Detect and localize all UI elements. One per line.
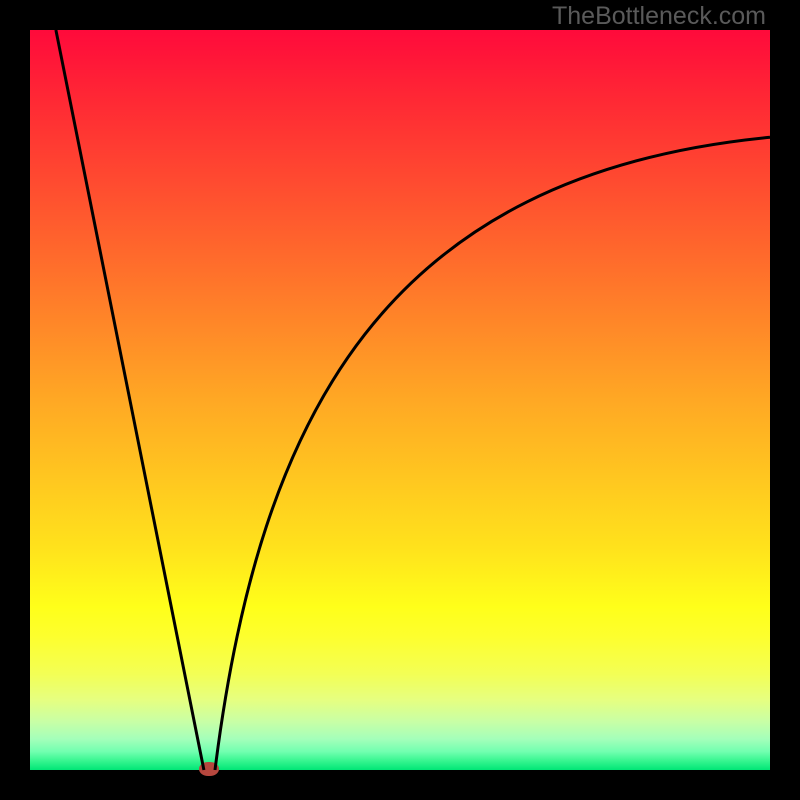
watermark-text: TheBottleneck.com [552,2,766,31]
bottleneck-curve-right [215,137,770,770]
curve-svg [0,0,800,800]
bottleneck-curve [56,30,204,770]
root-container: TheBottleneck.com [0,0,800,800]
